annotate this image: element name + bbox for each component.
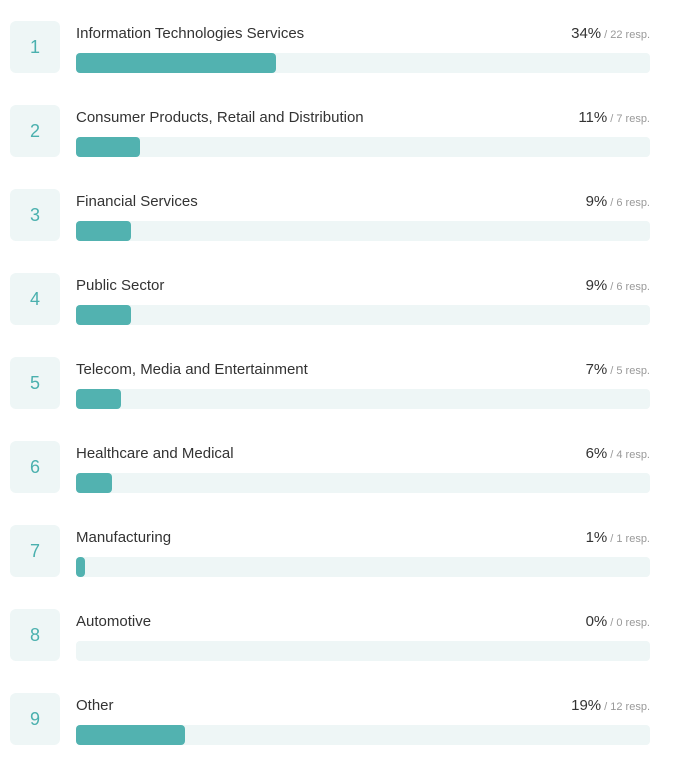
result-row: 6 Healthcare and Medical 6%/ 4 resp. <box>0 441 679 525</box>
percent-value: 7% <box>585 361 608 378</box>
progress-fill <box>76 137 140 157</box>
rank-number: 7 <box>29 540 40 561</box>
result-row: 7 Manufacturing 1%/ 1 resp. <box>0 525 679 609</box>
progress-fill <box>76 473 112 493</box>
rank-number: 2 <box>29 120 40 141</box>
progress-fill <box>76 221 131 241</box>
response-count: / 1 resp. <box>610 533 650 545</box>
progress-track <box>76 725 650 745</box>
progress-track <box>76 221 650 241</box>
rank-number: 4 <box>29 288 40 309</box>
progress-track <box>76 137 650 157</box>
progress-track <box>76 557 650 577</box>
progress-track <box>76 389 650 409</box>
percentage: 9%/ 6 resp. <box>586 193 650 210</box>
percentage: 19%/ 12 resp. <box>571 697 650 714</box>
option-label: Manufacturing <box>76 529 172 546</box>
option-label: Telecom, Media and Entertainment <box>76 361 308 378</box>
response-count: / 0 resp. <box>610 617 650 629</box>
result-row: 3 Financial Services 9%/ 6 resp. <box>0 189 679 273</box>
percentage: 11%/ 7 resp. <box>578 109 650 126</box>
progress-fill <box>76 53 276 73</box>
response-count: / 7 resp. <box>610 113 650 125</box>
percentage: 6%/ 4 resp. <box>586 445 650 462</box>
percentage: 9%/ 6 resp. <box>586 277 650 294</box>
response-count: / 22 resp. <box>604 29 650 41</box>
percent-value: 6% <box>585 445 608 462</box>
rank-badge: 4 <box>10 273 60 325</box>
response-count: / 6 resp. <box>610 281 650 293</box>
rank-number: 8 <box>29 624 40 645</box>
rank-badge: 7 <box>10 525 60 577</box>
rank-number: 6 <box>29 456 40 477</box>
progress-fill <box>76 557 85 577</box>
option-label: Financial Services <box>76 193 198 210</box>
rank-badge: 1 <box>10 21 60 73</box>
result-row: 2 Consumer Products, Retail and Distribu… <box>0 105 679 189</box>
progress-fill <box>76 725 185 745</box>
progress-track <box>76 473 650 493</box>
rank-badge: 3 <box>10 189 60 241</box>
progress-track <box>76 641 650 661</box>
progress-fill <box>76 305 131 325</box>
rank-number: 9 <box>29 708 40 729</box>
percent-value: 34% <box>571 25 602 42</box>
rank-number: 1 <box>29 36 40 57</box>
rank-badge: 5 <box>10 357 60 409</box>
percent-value: 0% <box>585 613 608 630</box>
percent-value: 11% <box>578 109 608 126</box>
option-label: Information Technologies Services <box>76 25 305 42</box>
rank-badge: 2 <box>10 105 60 157</box>
option-label: Other <box>76 697 114 714</box>
response-count: / 6 resp. <box>610 197 650 209</box>
percent-value: 1% <box>585 529 608 546</box>
result-row: 8 Automotive 0%/ 0 resp. <box>0 609 679 693</box>
percent-value: 19% <box>571 697 602 714</box>
option-label: Healthcare and Medical <box>76 445 234 462</box>
response-count: / 12 resp. <box>604 701 650 713</box>
rank-badge: 8 <box>10 609 60 661</box>
result-row: 1 Information Technologies Services 34% /… <box>0 21 679 105</box>
rank-number: 3 <box>29 204 40 225</box>
result-row: 5 Telecom, Media and Entertainment 7%/ 5… <box>0 357 679 441</box>
rank-badge: 6 <box>10 441 60 493</box>
result-row: 9 Other 19%/ 12 resp. <box>0 693 679 777</box>
rank-badge: 9 <box>10 693 60 745</box>
percentage: 1%/ 1 resp. <box>586 529 650 546</box>
response-count: / 4 resp. <box>610 449 650 461</box>
percentage: 34%/ 22 resp. <box>571 25 650 42</box>
percent-value: 9% <box>585 277 608 294</box>
progress-track <box>76 53 650 73</box>
option-label: Consumer Products, Retail and Distributi… <box>76 109 364 126</box>
percentage: 7%/ 5 resp. <box>586 361 650 378</box>
progress-fill <box>76 389 121 409</box>
progress-track <box>76 305 650 325</box>
rank-number: 5 <box>29 372 40 393</box>
response-count: / 5 resp. <box>610 365 650 377</box>
option-label: Automotive <box>76 613 152 630</box>
percent-value: 9% <box>585 193 608 210</box>
result-row: 4 Public Sector 9%/ 6 resp. <box>0 273 679 357</box>
option-label: Public Sector <box>76 277 165 294</box>
percentage: 0%/ 0 resp. <box>586 613 650 630</box>
